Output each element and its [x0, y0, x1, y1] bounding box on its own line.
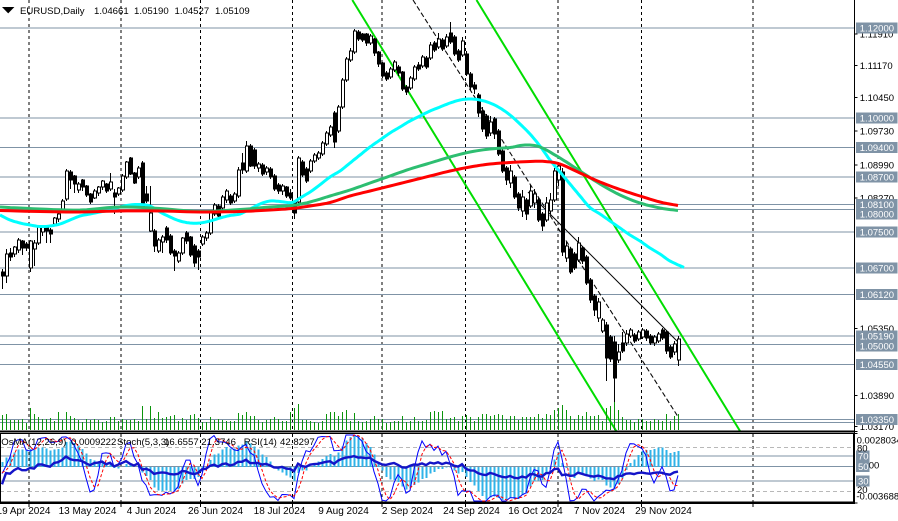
svg-text:1.04550: 1.04550 — [860, 360, 894, 371]
svg-text:16.6557: 16.6557 — [164, 437, 199, 448]
svg-text:18 Jul 2024: 18 Jul 2024 — [254, 506, 306, 517]
svg-text:1.05000: 1.05000 — [860, 342, 894, 353]
svg-text:EURUSD,Daily: EURUSD,Daily — [20, 6, 85, 17]
svg-text:16 Oct 2024: 16 Oct 2024 — [508, 506, 563, 517]
svg-text:1.04661: 1.04661 — [94, 6, 129, 17]
svg-text:1.03350: 1.03350 — [860, 415, 894, 426]
svg-text:1.06700: 1.06700 — [860, 264, 894, 275]
svg-text:80: 80 — [857, 444, 868, 455]
svg-text:1.12000: 1.12000 — [860, 24, 894, 35]
svg-text:1.03890: 1.03890 — [860, 391, 894, 402]
svg-text:4 Jun 2024: 4 Jun 2024 — [127, 506, 177, 517]
svg-text:1.05350: 1.05350 — [860, 324, 894, 335]
svg-text:24 Sep 2024: 24 Sep 2024 — [443, 506, 500, 517]
svg-text:1.07500: 1.07500 — [860, 228, 894, 239]
svg-text:30: 30 — [858, 477, 869, 488]
svg-text:OsMA(12,26,9): OsMA(12,26,9) — [1, 437, 66, 448]
svg-text:0.0028034: 0.0028034 — [857, 436, 898, 447]
svg-text:0.00: 0.00 — [861, 461, 880, 472]
svg-text:1.05109: 1.05109 — [215, 6, 250, 17]
svg-text:1.10000: 1.10000 — [860, 114, 894, 125]
svg-text:21.3746: 21.3746 — [201, 437, 236, 448]
svg-text:19 Apr 2024: 19 Apr 2024 — [0, 506, 51, 517]
svg-text:1.11170: 1.11170 — [860, 61, 893, 72]
svg-text:1.08100: 1.08100 — [860, 200, 894, 211]
svg-text:1.08000: 1.08000 — [860, 210, 894, 221]
svg-text:1.08700: 1.08700 — [860, 173, 894, 184]
svg-text:42.8297: 42.8297 — [280, 437, 315, 448]
svg-text:1.09400: 1.09400 — [860, 143, 894, 154]
svg-text:1.04527: 1.04527 — [175, 6, 210, 17]
svg-text:26 Jun 2024: 26 Jun 2024 — [188, 506, 243, 517]
svg-text:7 Nov 2024: 7 Nov 2024 — [574, 506, 626, 517]
svg-text:Stoch(5,3,3): Stoch(5,3,3) — [117, 437, 169, 448]
svg-text:1.05190: 1.05190 — [860, 332, 894, 343]
svg-text:13 May 2024: 13 May 2024 — [59, 506, 117, 517]
svg-text:9 Aug 2024: 9 Aug 2024 — [318, 506, 369, 517]
svg-text:-0.003688: -0.003688 — [856, 492, 898, 503]
svg-text:RSI(14): RSI(14) — [244, 437, 277, 448]
svg-text:20: 20 — [857, 485, 868, 496]
svg-text:29 Nov 2024: 29 Nov 2024 — [635, 506, 692, 517]
svg-text:1.05190: 1.05190 — [134, 6, 169, 17]
svg-text:50: 50 — [858, 462, 869, 473]
svg-text:1.10450: 1.10450 — [860, 93, 894, 104]
svg-text:1.06120: 1.06120 — [860, 290, 894, 301]
svg-text:1.08990: 1.08990 — [860, 161, 894, 172]
svg-text:2 Sep 2024: 2 Sep 2024 — [382, 506, 434, 517]
svg-text:1.11910: 1.11910 — [860, 29, 894, 40]
svg-text:0.0009222: 0.0009222 — [71, 437, 116, 448]
svg-text:1.09730: 1.09730 — [860, 127, 894, 138]
svg-text:1.03170: 1.03170 — [860, 422, 894, 433]
svg-text:70: 70 — [858, 452, 869, 463]
